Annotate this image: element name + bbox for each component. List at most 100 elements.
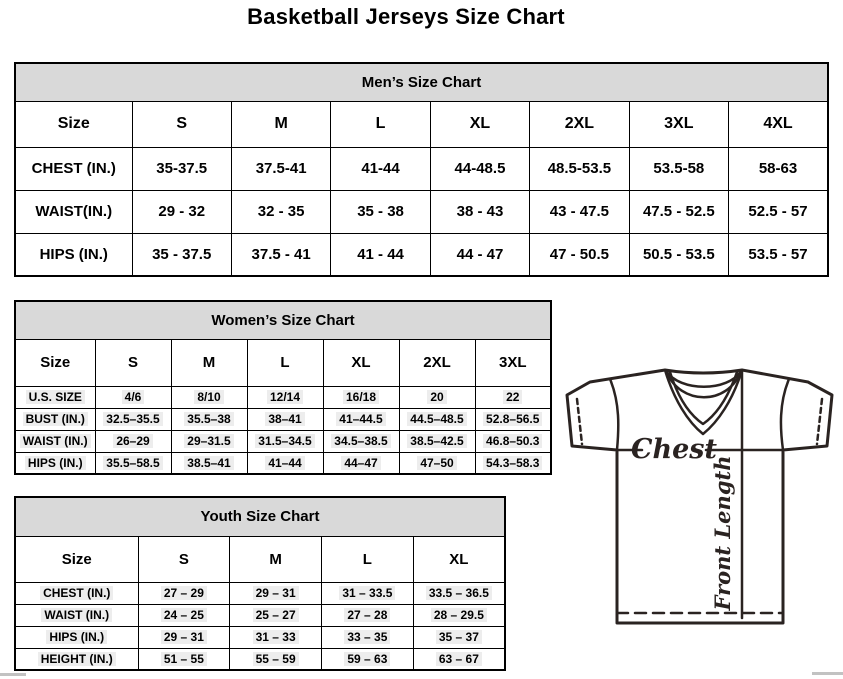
womens-table-title: Women’s Size Chart (14, 300, 552, 340)
size-cell: 41 - 44 (330, 232, 431, 277)
row-label: CHEST (IN.) (14, 581, 139, 605)
size-cell: 28 – 29.5 (412, 603, 506, 627)
size-cell: 47–50 (398, 451, 476, 475)
size-cell: 50.5 - 53.5 (628, 232, 730, 277)
mens-waist-row: WAIST(IN.) 29 - 32 32 - 35 35 - 38 38 - … (14, 189, 829, 234)
womens-header-cell: XL (322, 338, 400, 387)
mens-header-cell: 3XL (628, 100, 730, 148)
size-cell: 35 – 37 (412, 625, 506, 649)
size-cell: 44–47 (322, 451, 400, 475)
row-label: HIPS (IN.) (14, 625, 139, 649)
youth-table-title: Youth Size Chart (14, 496, 506, 537)
size-cell: 29 – 31 (137, 625, 231, 649)
cuff-dashes-right (815, 397, 824, 446)
youth-waist-row: WAIST (IN.) 24 – 25 25 – 27 27 – 28 28 –… (14, 603, 506, 627)
size-cell: 29–31.5 (170, 429, 248, 453)
size-cell: 52.5 - 57 (728, 189, 829, 234)
size-cell: 53.5-58 (628, 146, 730, 191)
size-cell: 59 – 63 (321, 647, 414, 671)
vneck-outer (663, 368, 744, 436)
size-cell: 51 – 55 (137, 647, 231, 671)
cropped-element-right (812, 672, 843, 675)
size-cell: 35-37.5 (131, 146, 232, 191)
youth-size-table: Youth Size Chart Size S M L XL CHEST (IN… (14, 496, 506, 671)
mens-header-cell: S (131, 100, 232, 148)
youth-table-title-row: Youth Size Chart (14, 496, 506, 537)
size-cell: 8/10 (170, 385, 248, 409)
vneck-inner (668, 370, 739, 426)
mens-header-cell: L (330, 100, 431, 148)
size-cell: 38 - 43 (429, 189, 531, 234)
jersey-outline (565, 368, 834, 625)
size-cell: 27 – 28 (321, 603, 414, 627)
womens-header-cell: Size (14, 338, 96, 387)
size-cell: 35.5–58.5 (94, 451, 172, 475)
youth-header-row: Size S M L XL (14, 535, 506, 583)
mens-table-title-row: Men’s Size Chart (14, 62, 829, 102)
size-cell: 38–41 (246, 407, 324, 431)
womens-header-cell: S (94, 338, 172, 387)
page-title: Basketball Jerseys Size Chart (247, 4, 565, 29)
jersey-measurement-diagram: Chest Front Length (565, 368, 834, 625)
youth-header-cell: S (137, 535, 231, 583)
size-cell: 41-44 (330, 146, 431, 191)
mens-hips-row: HIPS (IN.) 35 - 37.5 37.5 - 41 41 - 44 4… (14, 232, 829, 277)
size-cell: 12/14 (246, 385, 324, 409)
womens-table-title-row: Women’s Size Chart (14, 300, 552, 340)
size-cell: 4/6 (94, 385, 172, 409)
mens-header-cell: 2XL (529, 100, 630, 148)
chest-label: Chest (631, 434, 717, 465)
youth-header-cell: L (321, 535, 414, 583)
row-label: CHEST (IN.) (14, 146, 133, 191)
size-cell: 58-63 (728, 146, 829, 191)
size-cell: 24 – 25 (137, 603, 231, 627)
row-label: HIPS (IN.) (14, 232, 133, 277)
armhole-seam-left (608, 377, 620, 452)
womens-hips-row: HIPS (IN.) 35.5–58.5 38.5–41 41–44 44–47… (14, 451, 552, 475)
size-cell: 27 – 29 (137, 581, 231, 605)
size-cell: 32 - 35 (230, 189, 332, 234)
mens-table-title: Men’s Size Chart (14, 62, 829, 102)
size-cell: 52.8–56.5 (474, 407, 552, 431)
size-cell: 41–44 (246, 451, 324, 475)
size-cell: 38.5–41 (170, 451, 248, 475)
womens-waist-row: WAIST (IN.) 26–29 29–31.5 31.5–34.5 34.5… (14, 429, 552, 453)
row-label: WAIST (IN.) (14, 429, 96, 453)
size-cell: 54.3–58.3 (474, 451, 552, 475)
mens-chest-row: CHEST (IN.) 35-37.5 37.5-41 41-44 44-48.… (14, 146, 829, 191)
row-label: HIPS (IN.) (14, 451, 96, 475)
size-cell: 41–44.5 (322, 407, 400, 431)
mens-header-cell: Size (14, 100, 133, 148)
size-cell: 48.5-53.5 (529, 146, 630, 191)
size-cell: 47 - 50.5 (529, 232, 630, 277)
mens-header-cell: 4XL (728, 100, 829, 148)
size-cell: 31.5–34.5 (246, 429, 324, 453)
womens-bust-row: BUST (IN.) 32.5–35.5 35.5–38 38–41 41–44… (14, 407, 552, 431)
mens-header-cell: XL (429, 100, 531, 148)
size-cell: 26–29 (94, 429, 172, 453)
size-cell: 44-48.5 (429, 146, 531, 191)
cuff-dashes-left (575, 397, 584, 446)
youth-header-cell: XL (412, 535, 506, 583)
row-label: HEIGHT (IN.) (14, 647, 139, 671)
size-cell: 53.5 - 57 (728, 232, 829, 277)
size-cell: 38.5–42.5 (398, 429, 476, 453)
size-cell: 63 – 67 (412, 647, 506, 671)
size-cell: 46.8–50.3 (474, 429, 552, 453)
size-cell: 25 – 27 (229, 603, 322, 627)
row-label: WAIST(IN.) (14, 189, 133, 234)
size-cell: 29 – 31 (229, 581, 322, 605)
size-cell: 31 – 33 (229, 625, 322, 649)
size-cell: 44.5–48.5 (398, 407, 476, 431)
armhole-seam-right (779, 377, 791, 452)
youth-hips-row: HIPS (IN.) 29 – 31 31 – 33 33 – 35 35 – … (14, 625, 506, 649)
size-cell: 37.5-41 (230, 146, 332, 191)
size-cell: 20 (398, 385, 476, 409)
womens-us-size-row: U.S. SIZE 4/6 8/10 12/14 16/18 20 22 (14, 385, 552, 409)
size-cell: 22 (474, 385, 552, 409)
womens-header-cell: L (246, 338, 324, 387)
womens-size-table: Women’s Size Chart Size S M L XL 2XL 3XL… (14, 300, 552, 475)
size-cell: 43 - 47.5 (529, 189, 630, 234)
size-cell: 34.5–38.5 (322, 429, 400, 453)
